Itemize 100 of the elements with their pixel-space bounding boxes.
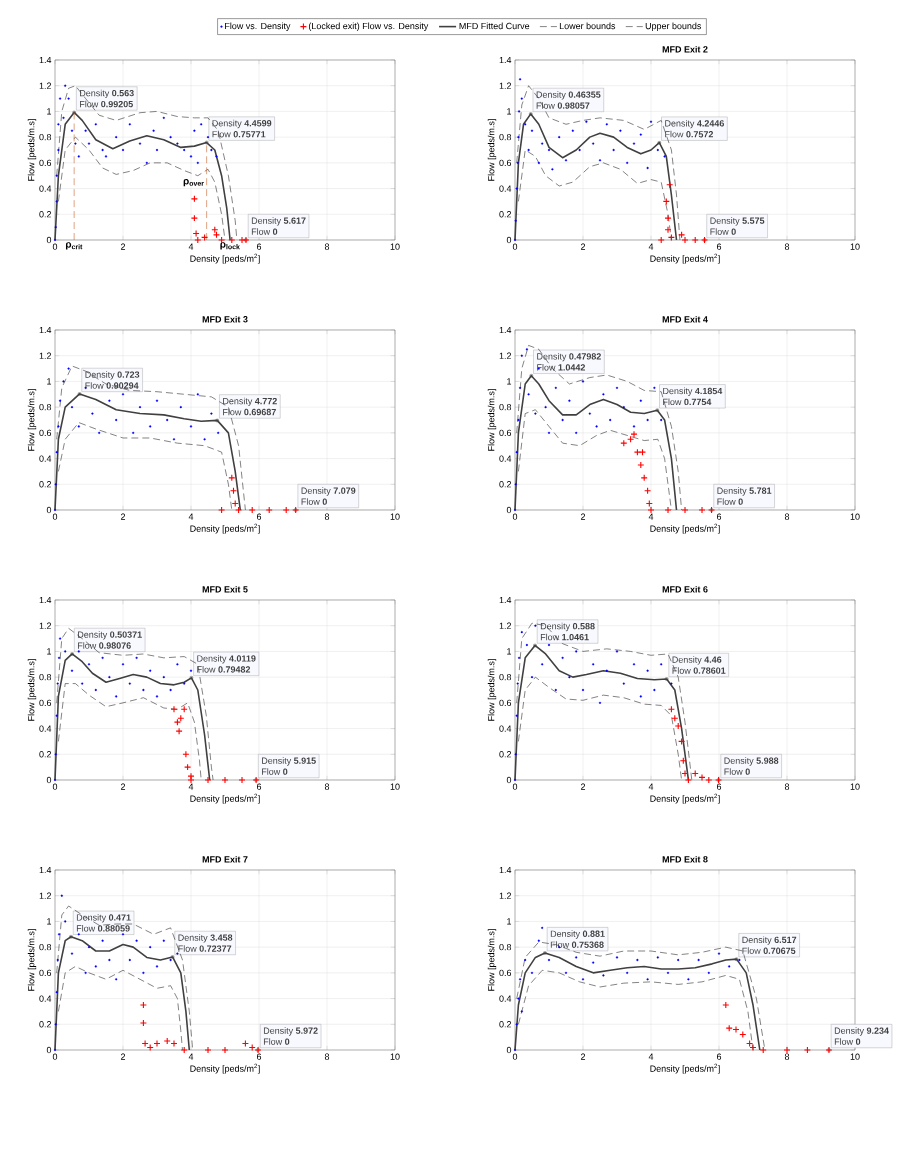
legend-label: MFD Fitted Curve bbox=[459, 22, 530, 30]
annotation: Density 0.50371 bbox=[78, 631, 142, 640]
x-tick-label: 6 bbox=[716, 783, 722, 790]
x-tick-label: 2 bbox=[580, 1053, 586, 1060]
x-tick-label: 8 bbox=[324, 513, 330, 520]
y-tick-label: 1.4 bbox=[499, 56, 512, 64]
y-tick-label: 0.8 bbox=[39, 673, 52, 681]
x-tick-label: 2 bbox=[580, 513, 586, 520]
x-tick-label: 6 bbox=[716, 513, 722, 520]
y-tick-label: 1.4 bbox=[39, 326, 52, 334]
annotation: Density 0.46355 bbox=[536, 91, 601, 100]
y-tick-label: 0.4 bbox=[499, 725, 512, 732]
annotation: ρ$_{over}$ bbox=[183, 178, 204, 187]
x-tick-label: 0 bbox=[512, 243, 518, 250]
x-tick-label: 8 bbox=[324, 783, 330, 790]
annotation: Flow 0 bbox=[262, 768, 288, 775]
y-tick-label: 0.4 bbox=[39, 725, 52, 732]
annotation: Flow 0 bbox=[710, 228, 736, 235]
y-tick-label: 0.6 bbox=[39, 429, 52, 437]
annotation: Flow 0.70675 bbox=[742, 947, 796, 954]
chart-title: MFD Exit 6 bbox=[662, 585, 708, 593]
x-tick-label: 0 bbox=[52, 783, 58, 790]
y-tick-label: 0.8 bbox=[499, 673, 512, 681]
x-axis-title: Density [peds/m$^{2}$] bbox=[650, 1063, 720, 1074]
y-tick-label: 1 bbox=[507, 378, 512, 385]
x-tick-label: 8 bbox=[784, 243, 790, 250]
y-tick-label: 1.4 bbox=[39, 596, 52, 604]
y-axis-title: Flow [peds/m.s] bbox=[487, 659, 497, 721]
annotation: Density 5.617 bbox=[251, 217, 306, 226]
y-tick-label: 0.4 bbox=[499, 185, 512, 192]
y-tick-label: 1 bbox=[47, 378, 52, 385]
x-tick-label: 4 bbox=[648, 243, 654, 250]
x-tick-label: 6 bbox=[256, 1053, 262, 1060]
annotation: Flow 0.90294 bbox=[85, 382, 139, 389]
y-tick-label: 1.4 bbox=[39, 866, 52, 874]
y-tick-label: 0 bbox=[46, 236, 52, 244]
y-tick-label: 0.6 bbox=[499, 699, 512, 707]
y-tick-label: 1 bbox=[507, 648, 512, 655]
y-tick-label: 0.8 bbox=[499, 403, 512, 411]
x-tick-label: 4 bbox=[648, 513, 654, 520]
y-tick-label: 0.2 bbox=[39, 211, 52, 218]
annotation: Flow 0.7754 bbox=[663, 398, 712, 406]
x-tick-label: 8 bbox=[784, 513, 790, 520]
y-tick-label: 0 bbox=[46, 506, 52, 514]
annotation: Density 7.079 bbox=[301, 487, 356, 496]
annotation: Density 4.1854 bbox=[663, 387, 723, 396]
annotation: Density 4.0119 bbox=[197, 655, 256, 664]
x-tick-label: 8 bbox=[324, 1053, 330, 1060]
annotation: Flow 1.0442 bbox=[537, 363, 585, 371]
annotation: Density 5.988 bbox=[724, 757, 779, 766]
y-axis-title: Flow [peds/m.s] bbox=[487, 119, 497, 181]
annotation: Density 4.2446 bbox=[665, 119, 724, 129]
y-tick-label: 0.2 bbox=[39, 481, 52, 488]
annotation: Density 0.471 bbox=[76, 914, 131, 923]
x-tick-label: 10 bbox=[850, 783, 860, 790]
y-tick-label: 0.6 bbox=[499, 429, 512, 437]
y-tick-label: 0 bbox=[46, 776, 52, 784]
x-tick-label: 0 bbox=[512, 513, 518, 520]
x-axis-title: Density [peds/m$^{2}$] bbox=[190, 523, 260, 534]
y-tick-label: 0.8 bbox=[499, 133, 512, 141]
annotation: Density 0.563 bbox=[80, 89, 134, 99]
y-tick-label: 0 bbox=[506, 776, 512, 784]
x-tick-label: 0 bbox=[512, 783, 518, 790]
chart-title: MFD Exit 4 bbox=[662, 315, 708, 323]
y-axis-title: Flow [peds/m.s] bbox=[27, 119, 37, 181]
x-tick-label: 2 bbox=[580, 243, 586, 250]
legend-label: (Locked exit) Flow vs. Density bbox=[308, 22, 429, 31]
y-tick-label: 0.8 bbox=[39, 943, 52, 951]
x-axis-title: Density [peds/m$^{2}$] bbox=[190, 793, 260, 804]
annotation: Flow 0 bbox=[301, 498, 327, 505]
x-tick-label: 10 bbox=[390, 243, 400, 250]
annotation: Density 5.781 bbox=[717, 487, 772, 496]
y-tick-label: 0 bbox=[506, 1046, 512, 1054]
y-tick-label: 1 bbox=[47, 918, 52, 925]
chart-title: MFD Exit 8 bbox=[662, 855, 708, 863]
annotation: Density 9.234 bbox=[834, 1027, 889, 1036]
y-tick-label: 1.2 bbox=[39, 892, 52, 899]
y-tick-label: 0 bbox=[506, 236, 512, 244]
annotation: Flow 0.98076 bbox=[78, 642, 131, 649]
y-tick-label: 0.8 bbox=[39, 403, 52, 411]
y-tick-label: 0.4 bbox=[39, 995, 52, 1002]
y-tick-label: 1.2 bbox=[499, 892, 512, 899]
y-tick-label: 0.8 bbox=[39, 133, 52, 141]
annotation: Density 5.915 bbox=[262, 757, 316, 766]
annotation: Flow 0.79482 bbox=[197, 666, 251, 673]
x-tick-label: 4 bbox=[648, 1053, 654, 1060]
x-tick-label: 2 bbox=[580, 783, 586, 790]
x-tick-label: 6 bbox=[256, 243, 262, 250]
y-tick-label: 0.8 bbox=[499, 943, 512, 951]
x-tick-label: 6 bbox=[716, 243, 722, 250]
x-tick-label: 2 bbox=[120, 783, 126, 790]
y-tick-label: 1 bbox=[47, 648, 52, 655]
x-tick-label: 2 bbox=[120, 1053, 126, 1060]
y-axis-title: Flow [peds/m.s] bbox=[487, 389, 497, 451]
x-tick-label: 4 bbox=[188, 243, 194, 250]
y-tick-label: 0.2 bbox=[39, 1021, 52, 1028]
y-tick-label: 0.6 bbox=[499, 159, 512, 167]
y-tick-label: 0.2 bbox=[499, 1021, 512, 1028]
annotation: Flow 0.69687 bbox=[223, 408, 276, 416]
annotation: Flow 0.88059 bbox=[76, 925, 130, 932]
